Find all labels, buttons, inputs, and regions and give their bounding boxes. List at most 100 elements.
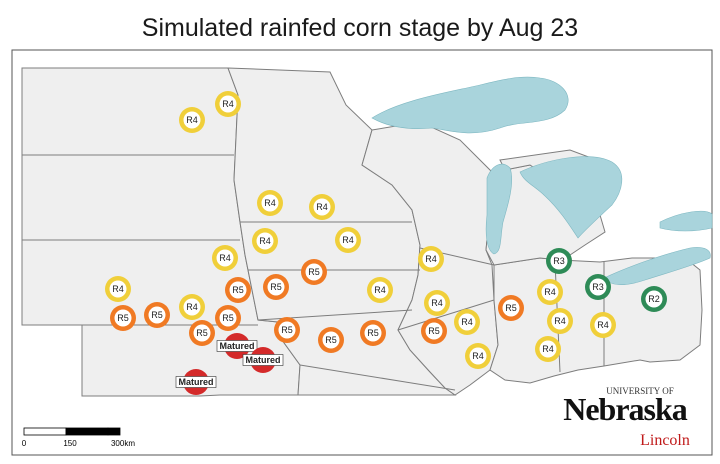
marker-inner xyxy=(219,95,237,113)
scale-bar-black-segment-2 xyxy=(107,427,121,436)
stage-marker-r5: R5 xyxy=(318,327,344,353)
marker-inner xyxy=(313,198,331,216)
stage-marker-r5: R5 xyxy=(263,274,289,300)
stage-marker-r4: R4 xyxy=(105,276,131,302)
marker-label: R4 xyxy=(461,317,473,327)
marker-label: R4 xyxy=(554,316,566,326)
stage-marker-r4: R4 xyxy=(179,107,205,133)
marker-label: R4 xyxy=(186,302,198,312)
stage-marker-r3: R3 xyxy=(546,248,572,274)
marker-inner xyxy=(216,249,234,267)
marker-label-box xyxy=(216,340,258,352)
marker-label: R5 xyxy=(270,282,282,292)
marker-label: Matured xyxy=(219,341,254,351)
marker-label: R4 xyxy=(425,254,437,264)
scale-label-300: 300km xyxy=(111,439,135,448)
stage-marker-r2: R2 xyxy=(641,286,667,312)
marker-label: Matured xyxy=(178,377,213,387)
marker-label: R4 xyxy=(374,285,386,295)
page-title: Simulated rainfed corn stage by Aug 23 xyxy=(141,14,579,42)
marker-inner xyxy=(114,309,132,327)
marker-label: R2 xyxy=(648,294,660,304)
marker-label: R3 xyxy=(553,256,565,266)
lake-michigan xyxy=(485,163,513,255)
great-lakes xyxy=(371,76,713,285)
stage-marker-r5: R5 xyxy=(301,259,327,285)
marker-inner xyxy=(541,283,559,301)
marker-inner xyxy=(109,280,127,298)
marker-inner xyxy=(148,306,166,324)
marker-inner xyxy=(183,111,201,129)
marker-label: R5 xyxy=(308,267,320,277)
marker-inner xyxy=(502,299,520,317)
marker-inner xyxy=(183,298,201,316)
stage-marker-r5: R5 xyxy=(225,277,251,303)
marker-inner xyxy=(364,324,382,342)
stage-marker-r4: R4 xyxy=(465,343,491,369)
marker-label: R5 xyxy=(325,335,337,345)
marker-label: R4 xyxy=(259,236,271,246)
stage-marker-r5: R5 xyxy=(189,320,215,346)
marker-label: R5 xyxy=(428,326,440,336)
marker-inner xyxy=(261,194,279,212)
marker-label: R5 xyxy=(232,285,244,295)
stage-marker-r4: R4 xyxy=(257,190,283,216)
marker-label: R5 xyxy=(117,313,129,323)
stage-marker-r4: R4 xyxy=(309,194,335,220)
marker-label-box xyxy=(175,376,217,388)
stage-marker-r5: R5 xyxy=(215,305,241,331)
marker-label: R5 xyxy=(505,303,517,313)
marker-label: R4 xyxy=(597,320,609,330)
stage-marker-r4: R4 xyxy=(547,308,573,334)
lake-huron xyxy=(519,156,623,239)
marker-label: R4 xyxy=(472,351,484,361)
marker-label-box xyxy=(242,354,284,366)
logo-university-of: UNIVERSITY OF xyxy=(606,386,673,396)
marker-label: R4 xyxy=(112,284,124,294)
marker-inner xyxy=(322,331,340,349)
marker-label: R4 xyxy=(316,202,328,212)
marker-inner xyxy=(278,321,296,339)
marker-label: R4 xyxy=(219,253,231,263)
scale-bar-black-segment-1 xyxy=(65,427,109,436)
stage-marker-r4: R4 xyxy=(590,312,616,338)
lake-ontario xyxy=(659,210,713,232)
marker-inner xyxy=(339,231,357,249)
scale-label-0: 0 xyxy=(22,439,27,448)
marker-inner xyxy=(594,316,612,334)
stage-marker-r4: R4 xyxy=(335,227,361,253)
stage-marker-r4: R4 xyxy=(537,279,563,305)
marker-label: R4 xyxy=(186,115,198,125)
marker-inner xyxy=(305,263,323,281)
scale-label-150: 150 xyxy=(63,439,77,448)
stage-marker-r4: R4 xyxy=(418,246,444,272)
stage-marker-r4: R4 xyxy=(535,336,561,362)
lake-erie xyxy=(603,247,711,285)
stage-marker-matured: Matured xyxy=(216,333,258,359)
marker-inner xyxy=(267,278,285,296)
stage-marker-r4: R4 xyxy=(367,277,393,303)
marker-inner xyxy=(645,290,663,308)
stage-marker-r5: R5 xyxy=(498,295,524,321)
marker-inner xyxy=(219,309,237,327)
marker-label: R5 xyxy=(151,310,163,320)
scale-bar-white-segment xyxy=(23,427,67,436)
marker-inner xyxy=(371,281,389,299)
marker-inner xyxy=(428,294,446,312)
marker-inner xyxy=(422,250,440,268)
logo-lincoln: Lincoln xyxy=(640,432,690,449)
stage-marker-r4: R4 xyxy=(212,245,238,271)
logo-nebraska: Nebraska xyxy=(563,391,688,427)
stage-marker-r5: R5 xyxy=(274,317,300,343)
scale-bar: 0 150 300km xyxy=(22,427,135,448)
marker-inner xyxy=(425,322,443,340)
stage-marker-matured: Matured xyxy=(242,347,284,373)
marker-label: R4 xyxy=(342,235,354,245)
stage-marker-r4: R4 xyxy=(454,309,480,335)
lake-superior xyxy=(371,76,569,134)
stage-marker-r4: R4 xyxy=(215,91,241,117)
marker-inner xyxy=(589,278,607,296)
marker-inner xyxy=(229,281,247,299)
marker-label: R5 xyxy=(281,325,293,335)
